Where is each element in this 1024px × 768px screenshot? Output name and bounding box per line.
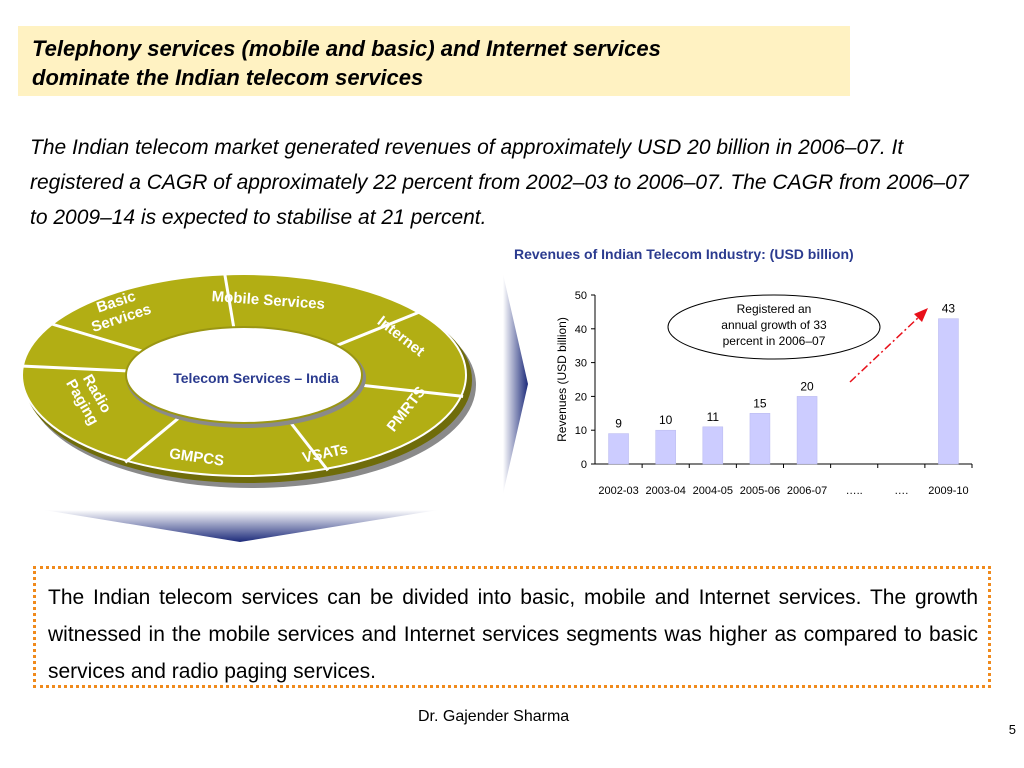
data-label: 15	[753, 396, 767, 410]
slide-title-line-1: Telephony services (mobile and basic) an…	[32, 36, 661, 61]
right-arrow-shape	[503, 274, 528, 494]
center-label: Telecom Services – India	[173, 370, 339, 386]
inner-ellipse	[125, 326, 363, 424]
ring-divider	[336, 310, 422, 347]
x-tick-label: 2006-07	[787, 485, 827, 497]
bar	[702, 426, 724, 465]
ring-divider	[124, 414, 183, 464]
annotation-arrow-line	[849, 315, 921, 383]
data-label: 43	[942, 302, 956, 316]
ring-divider	[20, 364, 127, 373]
summary-note-box: The Indian telecom services can be divid…	[33, 566, 991, 688]
bar	[938, 318, 959, 465]
y-tick-label: 30	[575, 358, 587, 370]
ring-divider	[287, 418, 330, 472]
author-name: Dr. Gajender Sharma	[418, 708, 570, 725]
x-tick-label: 2004-05	[693, 485, 733, 497]
y-tick-label: 50	[575, 290, 587, 302]
data-label: 11	[707, 410, 720, 424]
ring-divider	[359, 383, 464, 398]
annotation-text: annual growth of 33	[721, 318, 827, 332]
page-number: 5	[1008, 722, 1016, 737]
slide-title-box: Telephony services (mobile and basic) an…	[18, 26, 850, 96]
annotation-text: Registered an	[737, 302, 812, 316]
annotation-bubble	[667, 294, 881, 360]
x-tick-label: …..	[846, 485, 863, 497]
x-tick-label: ….	[894, 485, 908, 497]
annotation-arrow-head	[914, 308, 928, 322]
ring-divider	[49, 322, 143, 353]
data-label: 10	[659, 413, 673, 427]
ring-divider	[222, 272, 236, 328]
annotation-text: percent in 2006–07	[723, 334, 826, 348]
down-arrow-shape	[44, 510, 438, 542]
bar	[608, 433, 629, 465]
bar	[655, 429, 676, 465]
chart-title: Revenues of Indian Telecom Industry: (US…	[514, 246, 854, 262]
y-tick-label: 40	[575, 324, 587, 336]
slide-title-line-2: dominate the Indian telecom services	[32, 65, 424, 90]
x-tick-label: 2009-10	[928, 485, 968, 497]
y-tick-label: 20	[575, 391, 587, 403]
y-tick-label: 0	[581, 459, 587, 471]
y-axis-label: Revenues (USD billion)	[555, 317, 569, 442]
x-tick-label: 2002-03	[598, 485, 638, 497]
x-tick-label: 2005-06	[740, 485, 780, 497]
y-tick-label: 10	[575, 425, 587, 437]
bar	[749, 413, 771, 465]
x-tick-label: 2003-04	[646, 485, 686, 497]
data-label: 9	[615, 417, 622, 431]
data-label: 20	[800, 379, 814, 393]
bar	[796, 396, 818, 465]
intro-paragraph: The Indian telecom market generated reve…	[30, 136, 969, 229]
revenue-bar-chart: 0 10 20 30 40 50 Revenues (USD billion) 2002-03…	[555, 290, 973, 497]
services-ring-diagram: Telecom Services – IndiaBasicServicesMob…	[20, 272, 476, 488]
